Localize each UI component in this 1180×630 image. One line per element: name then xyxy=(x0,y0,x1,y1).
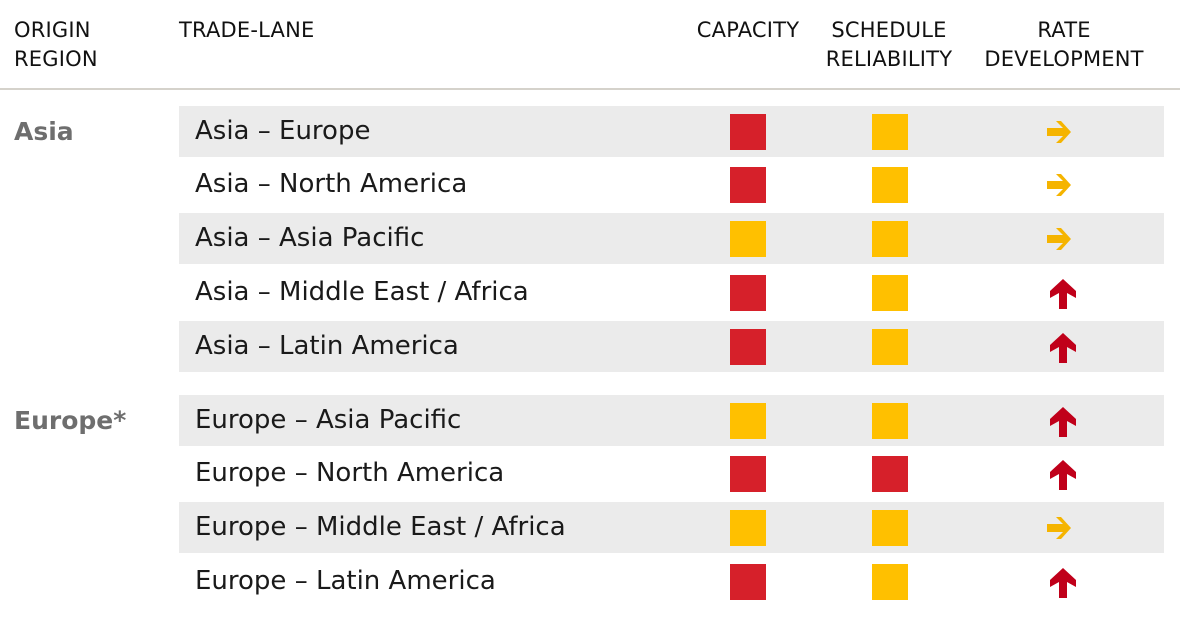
trade-lane-label: Europe – Middle East / Africa xyxy=(195,512,566,542)
capacity-indicator xyxy=(730,329,766,365)
schedule-reliability-indicator xyxy=(872,510,908,546)
table-row: Europe – Middle East / Africa xyxy=(179,502,1164,553)
table-row: Asia – Latin America xyxy=(179,321,1164,372)
arrow-up-icon xyxy=(1050,460,1076,490)
arrow-up-icon xyxy=(1050,333,1076,363)
capacity-indicator xyxy=(730,564,766,600)
schedule-reliability-indicator xyxy=(872,114,908,150)
table-row: Europe – Latin America xyxy=(179,556,1164,607)
trade-lane-label: Europe – North America xyxy=(195,458,505,488)
header-schedule-reliability: SCHEDULE RELIABILITY xyxy=(818,16,960,74)
table-row: Europe – North America xyxy=(179,448,1164,499)
table-row: Asia – North America xyxy=(179,159,1164,210)
table-row: Asia – Europe xyxy=(179,106,1164,157)
capacity-indicator xyxy=(730,510,766,546)
arrow-right-icon xyxy=(1047,517,1071,539)
header-schedule-line2: RELIABILITY xyxy=(825,47,953,71)
trade-lane-label: Asia – North America xyxy=(195,169,468,199)
capacity-indicator xyxy=(730,403,766,439)
schedule-reliability-indicator xyxy=(872,275,908,311)
arrow-up-icon xyxy=(1050,279,1076,309)
schedule-reliability-indicator xyxy=(872,167,908,203)
header-schedule-line1: SCHEDULE xyxy=(831,18,947,42)
table-row: Asia – Asia Pacific xyxy=(179,213,1164,264)
schedule-reliability-indicator xyxy=(872,221,908,257)
arrow-right-icon xyxy=(1047,121,1071,143)
header-rate-development: RATE DEVELOPMENT xyxy=(968,16,1160,74)
capacity-indicator xyxy=(730,221,766,257)
trade-lane-label: Asia – Latin America xyxy=(195,331,459,361)
header-rate-line1: RATE xyxy=(1037,18,1091,42)
capacity-indicator xyxy=(730,167,766,203)
trade-lane-label: Europe – Asia Pacific xyxy=(195,405,462,435)
schedule-reliability-indicator xyxy=(872,456,908,492)
trade-lane-label: Europe – Latin America xyxy=(195,566,496,596)
table-row: Asia – Middle East / Africa xyxy=(179,267,1164,318)
capacity-indicator xyxy=(730,275,766,311)
header-origin-line2: REGION xyxy=(14,47,98,71)
capacity-indicator xyxy=(730,114,766,150)
header-rate-line2: DEVELOPMENT xyxy=(984,47,1144,71)
header-trade-lane: TRADE-LANE xyxy=(179,18,315,42)
capacity-indicator xyxy=(730,456,766,492)
region-label: Asia xyxy=(14,117,74,146)
header-capacity: CAPACITY xyxy=(696,18,800,42)
arrow-right-icon xyxy=(1047,228,1071,250)
header-origin-line1: ORIGIN xyxy=(14,18,91,42)
schedule-reliability-indicator xyxy=(872,564,908,600)
table-row: Europe – Asia Pacific xyxy=(179,395,1164,446)
trade-lane-label: Asia – Europe xyxy=(195,116,371,146)
trade-lane-label: Asia – Asia Pacific xyxy=(195,223,425,253)
header-divider xyxy=(0,88,1180,90)
header-origin-region: ORIGIN REGION xyxy=(14,16,164,74)
region-label: Europe* xyxy=(14,406,127,435)
arrow-up-icon xyxy=(1050,407,1076,437)
arrow-right-icon xyxy=(1047,174,1071,196)
schedule-reliability-indicator xyxy=(872,329,908,365)
arrow-up-icon xyxy=(1050,568,1076,598)
schedule-reliability-indicator xyxy=(872,403,908,439)
trade-lane-label: Asia – Middle East / Africa xyxy=(195,277,529,307)
